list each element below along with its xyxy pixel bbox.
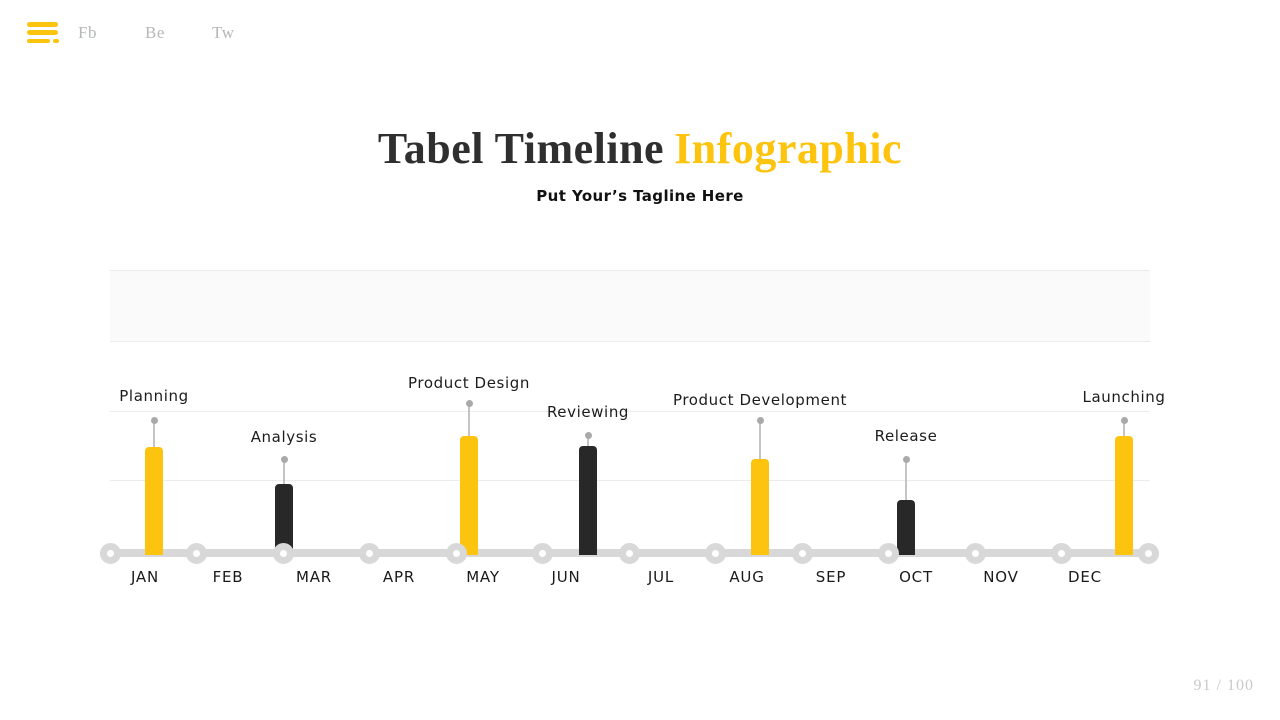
page-indicator: 91 / 100 bbox=[1193, 677, 1254, 694]
timeline-node bbox=[1137, 542, 1159, 564]
phase-label: Release bbox=[874, 427, 938, 445]
phase-bar-launching bbox=[1115, 436, 1133, 555]
month-label-jan: JAN bbox=[130, 568, 160, 586]
phase-bar-release bbox=[897, 500, 915, 555]
timeline-node bbox=[359, 542, 380, 564]
chart-band bbox=[110, 270, 1150, 341]
phase-stem bbox=[283, 459, 285, 484]
phase-stem bbox=[1123, 420, 1125, 436]
social-link-tw[interactable]: Tw bbox=[212, 23, 235, 42]
timeline-node bbox=[705, 542, 726, 564]
phase-bar-product-development bbox=[751, 459, 769, 555]
timeline-node bbox=[99, 542, 121, 564]
hamburger-bar-dot bbox=[53, 38, 59, 44]
month-label-oct: OCT bbox=[899, 568, 933, 586]
phase-label: Analysis bbox=[250, 428, 318, 446]
phase-label: Reviewing bbox=[546, 403, 630, 421]
chart-gridline bbox=[110, 480, 1150, 481]
month-label-apr: APR bbox=[382, 568, 416, 586]
timeline-node bbox=[272, 542, 294, 564]
social-link-be[interactable]: Be bbox=[145, 23, 165, 42]
title-main: Tabel Timeline bbox=[377, 124, 665, 173]
phase-dot bbox=[584, 431, 592, 439]
phase-stem bbox=[153, 420, 155, 447]
month-label-aug: AUG bbox=[729, 568, 765, 586]
hamburger-bar bbox=[27, 30, 58, 35]
month-label-sep: SEP bbox=[815, 568, 847, 586]
phase-stem bbox=[759, 420, 761, 459]
phase-stem bbox=[905, 459, 907, 500]
phase-dot bbox=[150, 416, 158, 424]
phase-label: Product Development bbox=[672, 391, 848, 409]
timeline-node bbox=[186, 542, 207, 564]
hamburger-menu-icon[interactable] bbox=[27, 22, 59, 44]
title-highlight: Infographic bbox=[674, 124, 903, 173]
month-label-mar: MAR bbox=[295, 568, 333, 586]
phase-bar-reviewing bbox=[579, 446, 597, 555]
timeline-node bbox=[878, 542, 899, 564]
phase-dot bbox=[280, 455, 288, 463]
timeline-node bbox=[964, 542, 986, 564]
phase-bar-planning bbox=[145, 447, 163, 555]
phase-label: Product Design bbox=[408, 374, 530, 392]
month-label-jul: JUL bbox=[647, 568, 675, 586]
phase-stem bbox=[587, 435, 589, 446]
phase-bar-analysis bbox=[275, 484, 293, 555]
timeline-node bbox=[532, 542, 553, 564]
social-link-fb[interactable]: Fb bbox=[78, 23, 97, 42]
phase-label: Launching bbox=[1082, 388, 1166, 406]
month-label-may: MAY bbox=[466, 568, 500, 586]
phase-label: Planning bbox=[119, 387, 189, 405]
page-title: Tabel Timeline Infographic bbox=[0, 123, 1280, 175]
phase-stem bbox=[468, 403, 470, 436]
month-label-feb: FEB bbox=[212, 568, 244, 586]
chart-gridline bbox=[110, 341, 1150, 342]
phase-dot bbox=[902, 455, 910, 463]
phase-dot bbox=[1120, 416, 1128, 424]
timeline-node bbox=[1051, 542, 1072, 564]
chart-gridline bbox=[110, 411, 1150, 412]
chart-gridline bbox=[110, 270, 1150, 271]
timeline-node bbox=[618, 542, 640, 564]
phase-dot bbox=[756, 416, 764, 424]
timeline-node bbox=[445, 542, 467, 564]
tagline: Put Your’s Tagline Here bbox=[536, 187, 744, 205]
hamburger-bar bbox=[27, 38, 50, 44]
month-label-nov: NOV bbox=[983, 568, 1019, 586]
hamburger-bar bbox=[27, 22, 58, 27]
timeline-node bbox=[791, 542, 813, 564]
phase-dot bbox=[465, 399, 473, 407]
month-label-dec: DEC bbox=[1068, 568, 1102, 586]
phase-bar-product-design bbox=[460, 436, 478, 555]
month-label-jun: JUN bbox=[551, 568, 581, 586]
